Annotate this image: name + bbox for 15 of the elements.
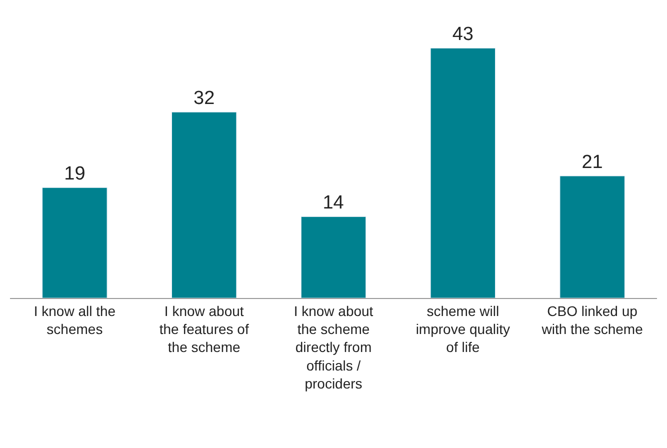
data-label: 43 — [452, 24, 474, 46]
data-label: 19 — [64, 164, 86, 185]
x-tick-label: scheme will improve quality of life — [416, 302, 510, 356]
bar — [42, 187, 108, 298]
bar — [172, 112, 237, 298]
bar — [560, 176, 625, 298]
x-tick-label: I know about the features of the scheme — [159, 302, 249, 356]
x-tick-label: CBO linked up with the scheme — [540, 302, 644, 337]
data-label: 21 — [582, 152, 603, 173]
data-label: 32 — [194, 88, 215, 110]
x-tick-label: I know all the schemes — [34, 302, 116, 337]
data-label: 14 — [322, 192, 344, 214]
bar — [430, 48, 496, 298]
x-tick-label: I know about the scheme directly from officials / prociders — [294, 302, 374, 392]
bar — [300, 216, 366, 298]
